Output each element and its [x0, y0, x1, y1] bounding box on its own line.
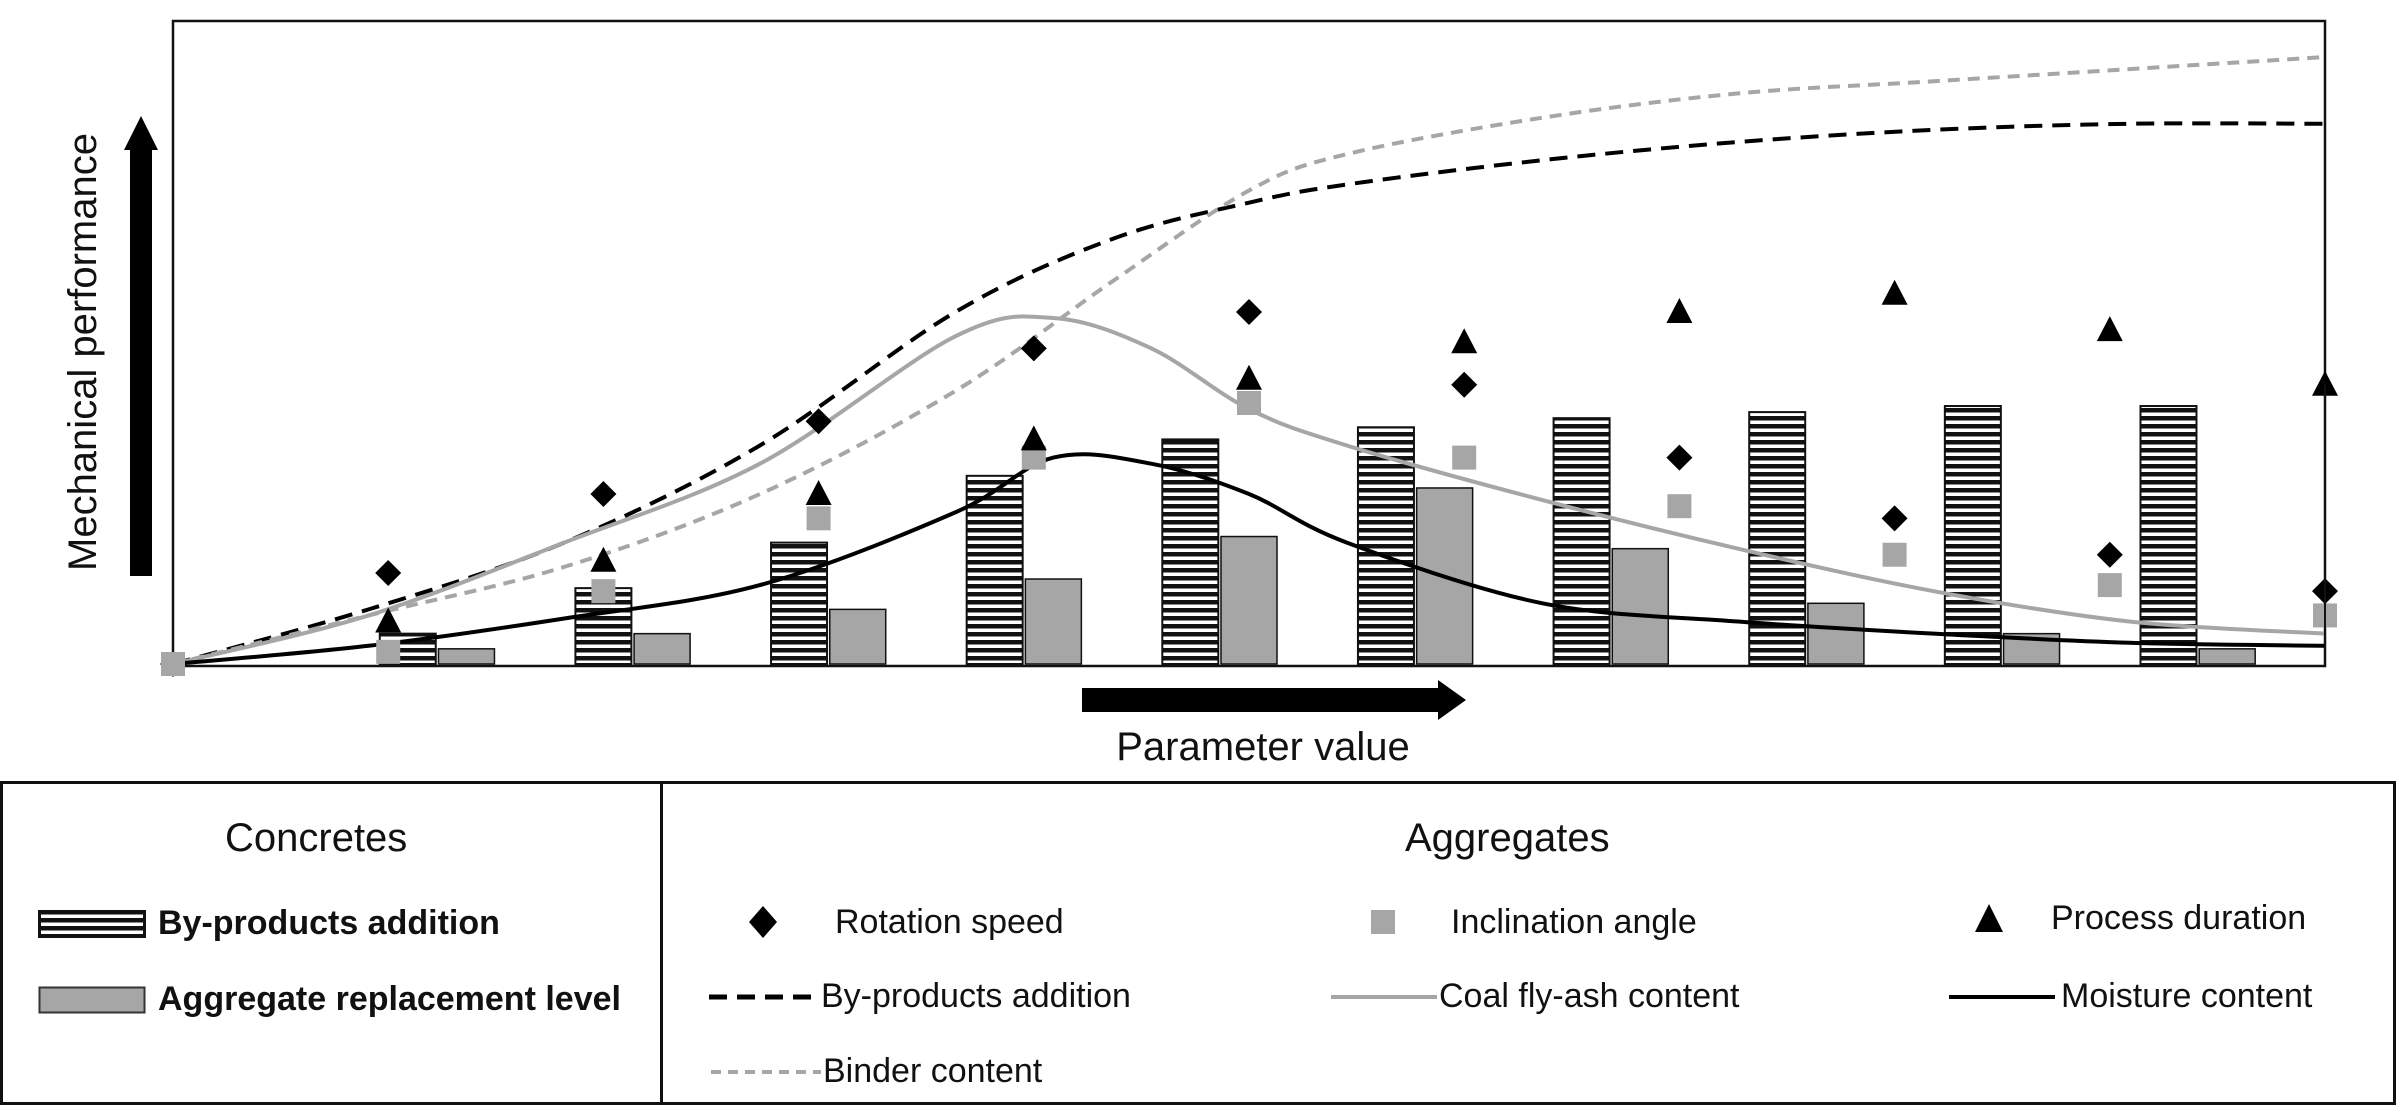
legend-divider: [660, 784, 663, 1102]
marker-inclination-angle: [1237, 390, 1261, 415]
square-marker-icon: [1371, 910, 1395, 934]
marker-process-duration: [590, 546, 617, 572]
lines-layer: [172, 55, 2326, 666]
y-axis-arrow-shaft: [130, 148, 152, 576]
marker-inclination-angle: [1882, 542, 1907, 567]
marker-inclination-angle: [376, 639, 401, 664]
marker-rotation-speed: [805, 408, 832, 435]
legend-item-byproducts-bar: By-products addition: [38, 904, 500, 943]
gray-dashed-line-swatch: [711, 1069, 821, 1074]
bar-byproducts-addition: [1552, 417, 1611, 666]
legend-heading-aggregates: Aggregates: [1405, 816, 1610, 860]
marker-process-duration: [1236, 364, 1262, 390]
bar-aggregate-replacement: [2198, 648, 2256, 665]
marker-process-duration: [2312, 370, 2338, 396]
legend-heading-concretes: Concretes: [225, 816, 408, 860]
black-solid-line-swatch: [1949, 994, 2055, 999]
marker-process-duration: [1020, 425, 1047, 451]
bar-byproducts-addition: [1161, 438, 1220, 665]
bar-aggregate-replacement: [437, 648, 496, 665]
marker-process-duration: [1451, 328, 1478, 354]
legend-item-process-duration: Process duration: [1969, 898, 2306, 938]
legend-label: Rotation speed: [835, 902, 1064, 941]
legend-item-aggregate-bar: Aggregate replacement level: [38, 980, 621, 1019]
bar-aggregate-replacement: [1024, 578, 1083, 665]
marker-inclination-angle: [1667, 494, 1692, 519]
marker-rotation-speed: [1020, 335, 1047, 362]
plot-frame: [171, 19, 2327, 668]
diamond-marker-icon: [749, 906, 777, 938]
marker-process-duration: [2096, 316, 2123, 342]
bar-byproducts-addition: [965, 474, 1024, 665]
legend-item-binder: Binder content: [711, 1052, 1042, 1091]
bar-byproducts-addition: [1943, 405, 2002, 665]
marker-inclination-angle: [806, 506, 831, 531]
bar-aggregate-replacement: [1807, 602, 1865, 665]
legend-label: Coal fly-ash content: [1439, 977, 1740, 1015]
marker-rotation-speed: [1881, 505, 1908, 532]
legend-label: By-products addition: [158, 904, 500, 942]
bar-byproducts-addition: [770, 541, 829, 665]
legend-item-coal-fly-ash: Coal fly-ash content: [1331, 977, 1740, 1016]
marker-process-duration: [375, 607, 402, 633]
x-axis-label: Parameter value: [1116, 725, 1409, 769]
marker-process-duration: [1666, 297, 1693, 323]
legend-label: Moisture content: [2061, 977, 2313, 1015]
black-dashed-line-swatch: [709, 994, 819, 999]
gray-bar-swatch: [38, 986, 146, 1013]
triangle-marker-icon: [1975, 904, 2003, 932]
bar-aggregate-replacement: [828, 608, 887, 665]
legend-label: By-products addition: [821, 977, 1131, 1015]
markers-layer: [160, 279, 2338, 677]
marker-inclination-angle: [2097, 573, 2122, 598]
marker-inclination-angle: [591, 579, 616, 604]
y-axis-arrow-head: [124, 116, 158, 150]
legend-label: Binder content: [823, 1052, 1043, 1090]
bar-aggregate-replacement: [1220, 535, 1278, 665]
marker-inclination-angle: [161, 652, 185, 676]
line-moisture-content: [172, 452, 2326, 666]
y-axis-label: Mechanical performance: [61, 133, 105, 571]
x-axis-arrow-head: [1438, 680, 1466, 720]
marker-process-duration: [1881, 279, 1908, 305]
bar-aggregate-replacement: [1611, 547, 1670, 665]
legend-item-rotation-speed: Rotation speed: [743, 902, 1064, 942]
line-binder-content: [172, 55, 2326, 666]
marker-inclination-angle: [1452, 445, 1477, 470]
gray-solid-line-swatch: [1331, 994, 1437, 999]
marker-rotation-speed: [1236, 298, 1262, 325]
bar-aggregate-replacement: [633, 632, 691, 665]
chart: Mechanical performance Parameter value: [61, 19, 2338, 769]
marker-process-duration: [805, 480, 832, 506]
legend: Concretes Aggregates By-products additio…: [0, 781, 2396, 1105]
legend-label: Inclination angle: [1451, 902, 1697, 941]
legend-item-inclination-angle: Inclination angle: [1363, 902, 1697, 942]
legend-label: Process duration: [2051, 898, 2307, 937]
bars-layer: [378, 405, 2256, 666]
legend-label: Aggregate replacement level: [158, 980, 621, 1018]
marker-rotation-speed: [1666, 444, 1693, 471]
line-coal-fly-ash-content: [172, 314, 2326, 666]
bar-byproducts-addition: [2139, 405, 2198, 665]
x-axis-arrow-shaft: [1082, 688, 1442, 712]
striped-bar-swatch: [38, 909, 146, 938]
marker-rotation-speed: [1451, 371, 1478, 398]
legend-item-moisture: Moisture content: [1949, 977, 2312, 1016]
marker-rotation-speed: [590, 481, 617, 508]
legend-item-byproducts-line: By-products addition: [709, 977, 1131, 1016]
marker-rotation-speed: [2096, 541, 2123, 568]
marker-rotation-speed: [375, 559, 402, 586]
